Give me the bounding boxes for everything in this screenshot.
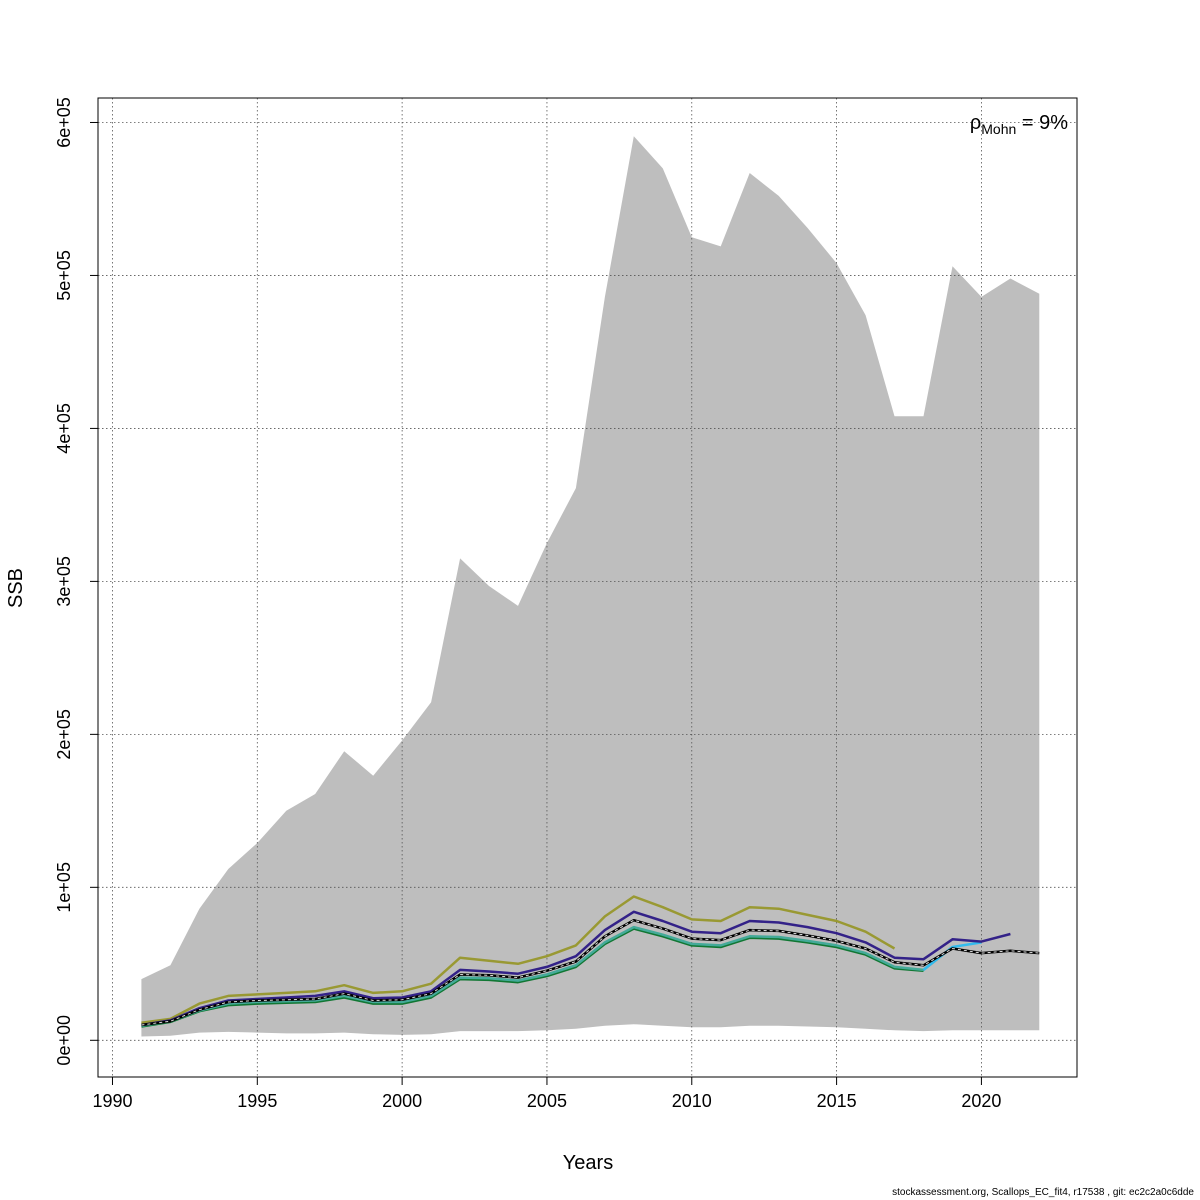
y-tick-label-100000: 1e+05 bbox=[54, 862, 74, 913]
series-line-base bbox=[141, 918, 1040, 1027]
y-tick-label-300000: 3e+05 bbox=[54, 556, 74, 607]
y-tick-label-500000: 5e+05 bbox=[54, 250, 74, 301]
series-line-peel-2 bbox=[922, 941, 982, 971]
axis-layer: 1990 1995 2000 2005 2010 2015 2020 0e+00 1e+05 2e… bbox=[54, 97, 1001, 1111]
x-tick-label-2000: 2000 bbox=[382, 1091, 422, 1111]
y-tick-label-600000: 6e+05 bbox=[54, 97, 74, 148]
y-axis-label: SSB bbox=[5, 568, 27, 608]
series-layer bbox=[141, 895, 1040, 1028]
x-tick-label-1995: 1995 bbox=[237, 1091, 277, 1111]
x-tick-label-2010: 2010 bbox=[672, 1091, 712, 1111]
rho-subscript: Mohn bbox=[981, 121, 1016, 137]
series-line-peel-4 bbox=[141, 927, 924, 1028]
y-tick-label-200000: 2e+05 bbox=[54, 709, 74, 760]
rho-symbol: ρ bbox=[970, 112, 981, 134]
mohn-rho-annotation: ρMohn = 9% bbox=[970, 112, 1068, 137]
footer-source: stockassessment.org, Scallops_EC_fit4, r… bbox=[892, 1187, 1194, 1198]
series-line-peel-3 bbox=[141, 925, 954, 1028]
series-line-peel-5 bbox=[141, 895, 896, 1024]
y-tick-label-0: 0e+00 bbox=[54, 1015, 74, 1066]
x-tick-label-1990: 1990 bbox=[92, 1091, 132, 1111]
rho-value: = 9% bbox=[1016, 112, 1068, 134]
x-axis-label: Years bbox=[563, 1152, 613, 1174]
x-tick-label-2005: 2005 bbox=[527, 1091, 567, 1111]
x-tick-label-2020: 2020 bbox=[961, 1091, 1001, 1111]
grid-layer bbox=[98, 98, 1077, 1077]
x-tick-label-2015: 2015 bbox=[817, 1091, 857, 1111]
confidence-band bbox=[141, 136, 1040, 1037]
series-line-peel-1 bbox=[141, 910, 1011, 1027]
confidence-band-layer bbox=[141, 136, 1040, 1037]
y-tick-label-400000: 4e+05 bbox=[54, 403, 74, 454]
